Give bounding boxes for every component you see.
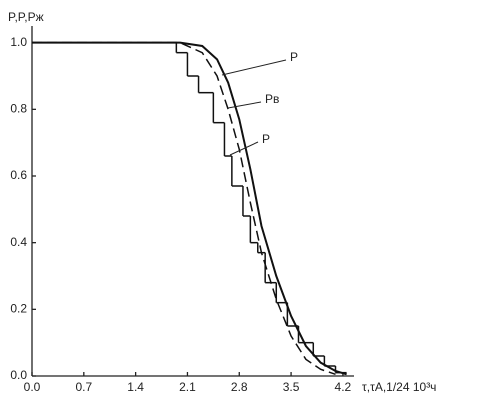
y-tick-label: 0.8: [10, 102, 27, 116]
leader-line: [229, 141, 259, 156]
x-axis-title: τ,τA,1/24 10³ч: [362, 380, 436, 394]
x-tick-label: 4.2: [335, 380, 352, 394]
leader-line: [227, 101, 262, 109]
y-tick-label: 0.6: [10, 168, 27, 182]
curve: [32, 41, 347, 376]
y-tick-label: 0.0: [10, 368, 27, 382]
y-axis-title: P,P,Pж: [8, 10, 44, 24]
y-tick-label: 1.0: [10, 35, 27, 49]
x-tick-label: 3.5: [283, 380, 300, 394]
x-tick-label: 1.4: [127, 380, 144, 394]
x-tick-label: 0.0: [24, 380, 41, 394]
y-tick-label: 0.4: [10, 235, 27, 249]
curve-label: P: [262, 132, 270, 146]
curve: [32, 41, 336, 376]
x-tick-label: 2.8: [231, 380, 248, 394]
curve-label: P: [290, 50, 298, 64]
leader-line: [221, 59, 287, 76]
curve-label: Pв: [265, 92, 279, 106]
x-tick-label: 0.7: [75, 380, 92, 394]
x-tick-label: 2.1: [179, 380, 196, 394]
y-tick-label: 0.2: [10, 302, 27, 316]
